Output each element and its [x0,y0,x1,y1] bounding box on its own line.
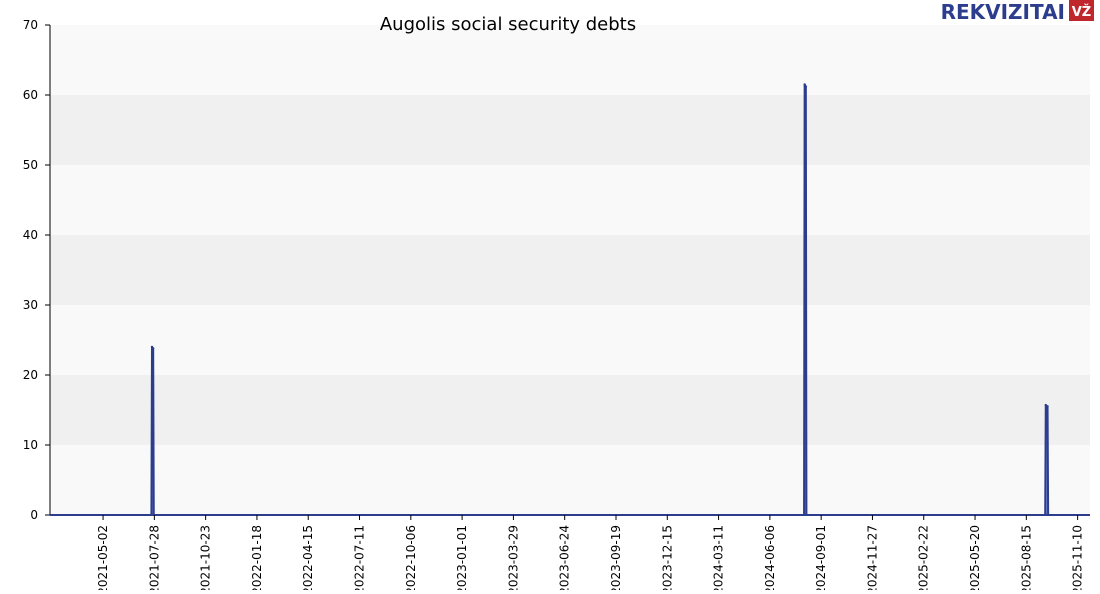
y-tick-label: 70 [23,18,38,32]
x-tick-label: 2025-08-15 [1019,525,1033,590]
y-tick-label: 40 [23,228,38,242]
x-tick-label: 2021-05-02 [96,525,110,590]
x-tick-label: 2025-05-20 [968,525,982,590]
x-tick-label: 2023-12-15 [660,525,674,590]
data-point[interactable] [803,83,806,86]
grid-band [50,375,1090,445]
y-tick-label: 50 [23,158,38,172]
x-tick-label: 2025-11-10 [1071,525,1085,590]
y-tick-label: 30 [23,298,38,312]
data-point[interactable] [1044,403,1047,407]
x-tick-label: 2024-06-06 [763,525,777,590]
axes [49,25,1090,516]
x-tick-label: 2025-02-22 [917,525,931,590]
x-tick-label: 2021-07-28 [147,525,161,590]
x-tick-label: 2023-09-19 [609,525,623,590]
series-area-group [50,83,1090,516]
grid-band [50,445,1090,515]
grid-band [50,25,1090,95]
grid-band [50,165,1090,235]
grid-band [50,235,1090,305]
y-tick-label: 0 [30,508,38,522]
y-tick-label: 20 [23,368,38,382]
grid-band [50,95,1090,165]
x-tick-label: 2024-11-27 [865,525,879,590]
y-tick-labels: 0 10 20 30 40 50 60 70 [23,18,50,522]
data-point[interactable] [804,85,808,88]
chart-title: Augolis social security debts [380,14,636,35]
x-tick-label: 2021-10-23 [199,525,213,590]
logo-wordmark: REKVIZITAI [941,0,1065,24]
x-tick-label: 2023-01-01 [455,525,469,590]
x-tick-label: 2022-07-11 [353,525,367,590]
y-tick-label: 10 [23,438,38,452]
rekvizitai-logo[interactable]: REKVIZITAI VŽ [941,0,1094,24]
x-tick-label: 2024-09-01 [814,525,828,590]
x-tick-label: 2022-04-15 [301,525,315,590]
data-point[interactable] [151,347,155,350]
x-tick-label: 2023-06-24 [558,525,572,590]
x-tick-label: 2024-03-11 [712,525,726,590]
logo-badge-text: VŽ [1072,4,1092,20]
data-point[interactable] [1046,405,1049,408]
x-tick-label: 2023-03-29 [506,525,520,590]
x-tick-label: 2022-01-18 [250,525,264,590]
logo-badge-icon [1069,0,1094,21]
grid-band [50,305,1090,375]
x-tick-label: 2022-10-06 [404,525,418,590]
y-tick-label: 60 [23,88,38,102]
x-tick-labels: 2021-05-02 2021-07-28 2021-10-23 2022-01-18… [96,515,1085,594]
grid-bands [50,25,1090,515]
